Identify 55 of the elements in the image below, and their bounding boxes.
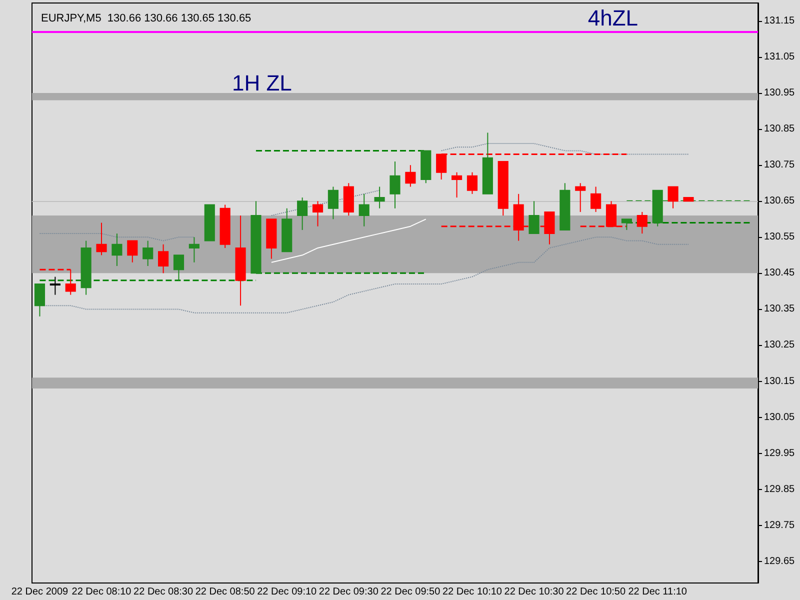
candlestick bbox=[575, 182, 586, 212]
candlestick bbox=[452, 172, 462, 198]
y-tick-label: 130.25 bbox=[764, 340, 796, 351]
candlestick bbox=[328, 186, 338, 220]
x-tick-label: 22 Dec 09:30 bbox=[318, 586, 379, 598]
y-tick-label: 130.55 bbox=[764, 232, 796, 243]
candlestick bbox=[50, 276, 60, 296]
x-tick-label: 22 Dec 09:50 bbox=[380, 586, 441, 598]
x-tick-label: 22 Dec 11:10 bbox=[628, 586, 688, 598]
y-tick-label: 130.75 bbox=[764, 160, 796, 171]
candlestick bbox=[173, 254, 184, 281]
y-tick-label: 131.05 bbox=[764, 52, 796, 63]
line-series bbox=[270, 218, 426, 263]
candlestick bbox=[621, 218, 632, 230]
candlestick bbox=[668, 186, 678, 209]
ref-line-label: 4hZL bbox=[588, 5, 638, 30]
y-tick-label: 130.15 bbox=[764, 376, 796, 387]
y-tick-label: 129.65 bbox=[764, 556, 796, 567]
y-tick-label: 130.35 bbox=[764, 304, 796, 315]
candlestick bbox=[374, 186, 385, 209]
candlestick bbox=[158, 244, 169, 274]
candlestick bbox=[528, 200, 540, 234]
candlestick bbox=[142, 240, 154, 266]
band-label: 1H ZL bbox=[232, 70, 292, 96]
x-tick-label: 22 Dec 10:10 bbox=[442, 586, 502, 598]
x-tick-label: 22 Dec 08:50 bbox=[195, 586, 256, 598]
y-tick-label: 130.95 bbox=[764, 88, 796, 99]
x-tick-label: 22 Dec 08:30 bbox=[134, 586, 194, 598]
text: EURJPY,M5 130.66 130.66 130.65 130.65 bbox=[41, 12, 252, 24]
y-tick-label: 129.75 bbox=[764, 520, 796, 531]
candlestick bbox=[297, 197, 308, 230]
x-tick-label: 22 Dec 2009 bbox=[11, 586, 69, 598]
y-tick-label: 130.85 bbox=[764, 124, 796, 135]
candlestick bbox=[96, 222, 107, 256]
candlestick bbox=[312, 200, 324, 227]
candlestick bbox=[405, 164, 416, 188]
y-tick-label: 130.05 bbox=[764, 412, 796, 423]
candlestick bbox=[390, 161, 400, 209]
x-tick-label: 22 Dec 09:10 bbox=[257, 586, 318, 598]
candlestick bbox=[188, 236, 200, 263]
y-tick-label: 130.45 bbox=[764, 268, 796, 279]
candlestick bbox=[466, 172, 478, 194]
candlestick bbox=[112, 233, 122, 266]
y-tick-label: 130.65 bbox=[764, 196, 796, 207]
x-tick-label: 22 Dec 10:50 bbox=[566, 586, 626, 598]
y-tick-label: 131.15 bbox=[764, 16, 796, 27]
candlestick bbox=[34, 283, 46, 317]
candlestick bbox=[127, 240, 138, 263]
candlestick bbox=[636, 211, 648, 234]
y-tick-label: 129.95 bbox=[764, 448, 796, 459]
candlestick bbox=[358, 193, 370, 227]
candlestick bbox=[590, 186, 602, 212]
x-tick-label: 22 Dec 10:30 bbox=[504, 586, 564, 598]
y-tick-label: 129.85 bbox=[764, 484, 796, 495]
x-tick-label: 22 Dec 08:10 bbox=[72, 586, 132, 598]
